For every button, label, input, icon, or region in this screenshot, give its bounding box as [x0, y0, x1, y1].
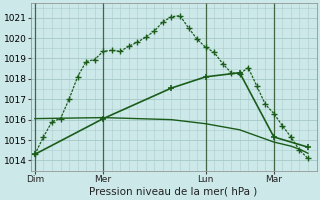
X-axis label: Pression niveau de la mer( hPa ): Pression niveau de la mer( hPa ): [90, 187, 258, 197]
